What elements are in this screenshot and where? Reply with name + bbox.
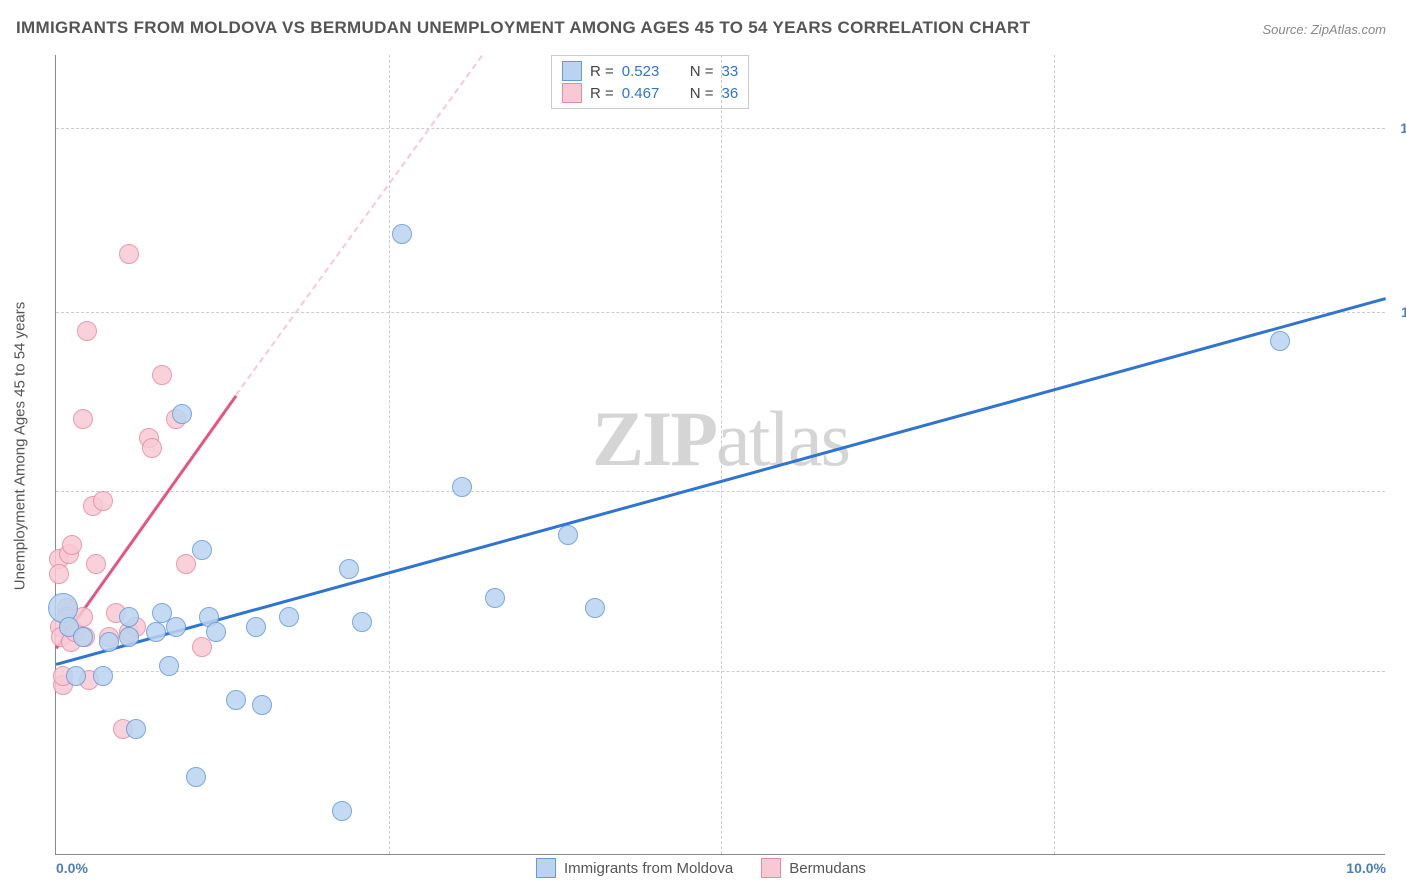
- data-point: [99, 632, 119, 652]
- data-point: [66, 666, 86, 686]
- legend-swatch: [562, 83, 582, 103]
- gridline: [721, 55, 722, 854]
- r-label: R =: [590, 63, 614, 80]
- data-point: [246, 617, 266, 637]
- r-value: 0.467: [622, 85, 672, 102]
- legend-stats: R = 0.523 N = 33 R = 0.467 N = 36: [551, 55, 749, 109]
- data-point: [226, 690, 246, 710]
- data-point: [146, 622, 166, 642]
- data-point: [206, 622, 226, 642]
- data-point: [172, 404, 192, 424]
- chart-title: IMMIGRANTS FROM MOLDOVA VS BERMUDAN UNEM…: [16, 18, 1030, 38]
- y-tick-label: 7.5%: [1390, 483, 1406, 499]
- gridline: [389, 55, 390, 854]
- data-point: [452, 477, 472, 497]
- data-point: [392, 224, 412, 244]
- legend-series-label: Bermudans: [789, 860, 866, 877]
- data-point: [73, 409, 93, 429]
- r-value: 0.523: [622, 63, 672, 80]
- data-point: [93, 666, 113, 686]
- data-point: [62, 535, 82, 555]
- data-point: [119, 627, 139, 647]
- data-point: [279, 607, 299, 627]
- source-label: Source: ZipAtlas.com: [1262, 22, 1386, 37]
- gridline: [1054, 55, 1055, 854]
- n-label: N =: [690, 63, 714, 80]
- n-value: 33: [722, 63, 739, 80]
- x-tick-label: 0.0%: [56, 860, 88, 876]
- data-point: [186, 767, 206, 787]
- x-tick-label: 10.0%: [1346, 860, 1386, 876]
- n-value: 36: [722, 85, 739, 102]
- data-point: [77, 321, 97, 341]
- data-point: [166, 617, 186, 637]
- legend-series-item: Immigrants from Moldova: [536, 858, 733, 878]
- plot-area: ZIPatlas R =0.523N =33R =0.467N =36 Immi…: [55, 55, 1385, 855]
- data-point: [93, 491, 113, 511]
- legend-series-item: Bermudans: [761, 858, 866, 878]
- data-point: [1270, 331, 1290, 351]
- data-point: [119, 607, 139, 627]
- data-point: [332, 801, 352, 821]
- legend-swatch: [536, 858, 556, 878]
- data-point: [152, 365, 172, 385]
- data-point: [49, 564, 69, 584]
- data-point: [192, 540, 212, 560]
- data-point: [485, 588, 505, 608]
- y-tick-label: 11.2%: [1390, 304, 1406, 320]
- y-axis-label: Unemployment Among Ages 45 to 54 years: [12, 302, 29, 591]
- legend-series-label: Immigrants from Moldova: [564, 860, 733, 877]
- legend-stat-row: R = 0.467 N = 36: [562, 82, 738, 104]
- data-point: [252, 695, 272, 715]
- data-point: [159, 656, 179, 676]
- r-label: R =: [590, 85, 614, 102]
- data-point: [176, 554, 196, 574]
- n-label: N =: [690, 85, 714, 102]
- data-point: [585, 598, 605, 618]
- trend-line-extrapolated: [235, 55, 483, 396]
- data-point: [558, 525, 578, 545]
- legend-swatch: [562, 61, 582, 81]
- legend-stat-row: R = 0.523 N = 33: [562, 60, 738, 82]
- data-point: [86, 554, 106, 574]
- legend-swatch: [761, 858, 781, 878]
- data-point: [73, 627, 93, 647]
- data-point: [119, 244, 139, 264]
- data-point: [352, 612, 372, 632]
- data-point: [339, 559, 359, 579]
- y-tick-label: 3.8%: [1390, 663, 1406, 679]
- data-point: [126, 719, 146, 739]
- data-point: [142, 438, 162, 458]
- legend-series: Immigrants from Moldova Bermudans: [536, 858, 866, 878]
- y-tick-label: 15.0%: [1390, 120, 1406, 136]
- chart-container: IMMIGRANTS FROM MOLDOVA VS BERMUDAN UNEM…: [0, 0, 1406, 892]
